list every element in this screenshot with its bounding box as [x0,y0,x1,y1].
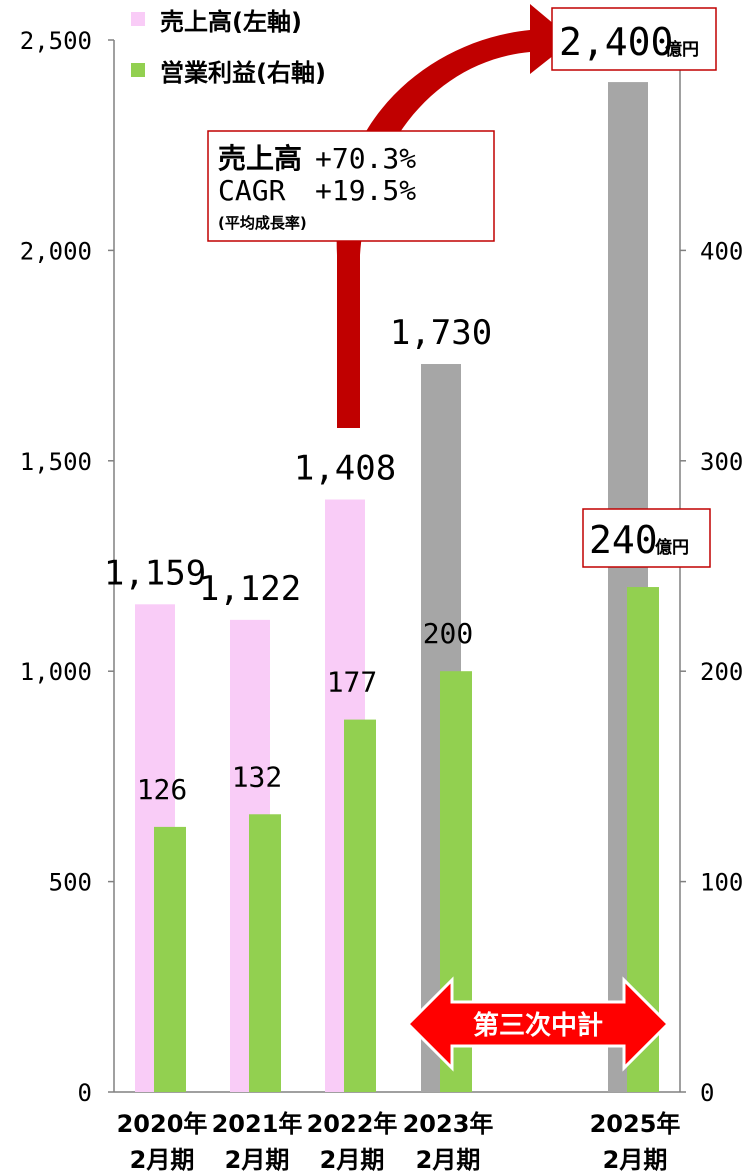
x-axis-label-line2: 2月期 [603,1146,668,1174]
left-tick-label: 0 [78,1079,92,1107]
profit-target-callout: 240 億円 [582,508,711,568]
sales-data-label: 1,408 [294,449,396,489]
growth-arrow [336,4,573,428]
legend-label-profit: 営業利益(右軸) [160,59,326,87]
legend-swatch-profit [131,63,145,77]
sales-data-label: 1,730 [390,313,492,353]
growth-cagr-label: CAGR [218,174,286,207]
x-axis-label-line2: 2月期 [416,1146,481,1174]
growth-arrow-body [336,4,573,428]
legend-label-sales: 売上高(左軸) [160,8,302,36]
x-axis-labels: 2020年 2月期 2021年 2月期 2022年 2月期 2023年 2月期 2025年 2月期 [117,1110,681,1174]
plan-label: 第三次中計 [473,1010,603,1041]
right-tick-label: 100 [700,869,743,897]
left-axis-ticks: 0 500 1,000 1,500 2,000 2,500 [20,27,114,1107]
profit-data-label: 177 [327,666,378,699]
x-axis-label-line1: 2021年 [212,1110,303,1138]
x-axis-label-line2: 2月期 [320,1146,385,1174]
profit-bar [344,719,376,1092]
sales-target-box [551,7,717,71]
left-tick-label: 2,500 [20,27,92,55]
profit-data-label: 126 [137,773,188,806]
growth-annotation: 売上高 +70.3% CAGR +19.5% (平均成長率) [207,130,495,242]
sales-target-callout: 2,400 億円 [551,7,717,71]
profit-data-label: 132 [232,760,283,793]
right-tick-label: 400 [700,237,743,265]
right-tick-label: 0 [700,1079,714,1107]
growth-note: (平均成長率) [218,214,307,232]
x-axis-label-line1: 2020年 [117,1110,208,1138]
left-tick-label: 1,500 [20,448,92,476]
left-tick-label: 2,000 [20,237,92,265]
x-axis-label-line1: 2023年 [403,1110,494,1138]
sales-data-label: 1,122 [199,569,301,609]
x-axis-label-line1: 2025年 [590,1110,681,1138]
profit-bar [249,814,281,1092]
plan-double-arrow-shape [405,976,671,1072]
left-tick-label: 500 [49,869,92,897]
x-axis-label-line1: 2022年 [307,1110,398,1138]
growth-sales-label: 売上高 [218,142,302,175]
growth-sales-value: +70.3% [315,142,416,175]
right-tick-label: 300 [700,448,743,476]
sales-target-value: 2,400 [559,20,673,64]
profit-target-value: 240 [589,518,658,562]
sales-target-unit: 億円 [665,39,699,60]
x-axis-label-line2: 2月期 [130,1146,195,1174]
growth-cagr-value: +19.5% [315,174,416,207]
right-tick-label: 200 [700,658,743,686]
x-axis-label-line2: 2月期 [225,1146,290,1174]
right-axis-ticks: 0 100 200 300 400 [680,237,743,1107]
profit-target-unit: 億円 [655,537,689,558]
left-tick-label: 1,000 [20,658,92,686]
profit-data-label: 200 [423,617,474,650]
legend-swatch-sales [131,12,145,26]
legend: 売上高(左軸) 営業利益(右軸) [131,8,326,87]
profit-data-labels: 126 132 177 200 [137,617,474,806]
growth-annotation-box [207,130,495,242]
plan-double-arrow: 第三次中計 [405,976,671,1072]
profit-bar [154,826,186,1092]
profit-target-box [582,508,711,568]
sales-data-label: 1,159 [104,553,206,593]
